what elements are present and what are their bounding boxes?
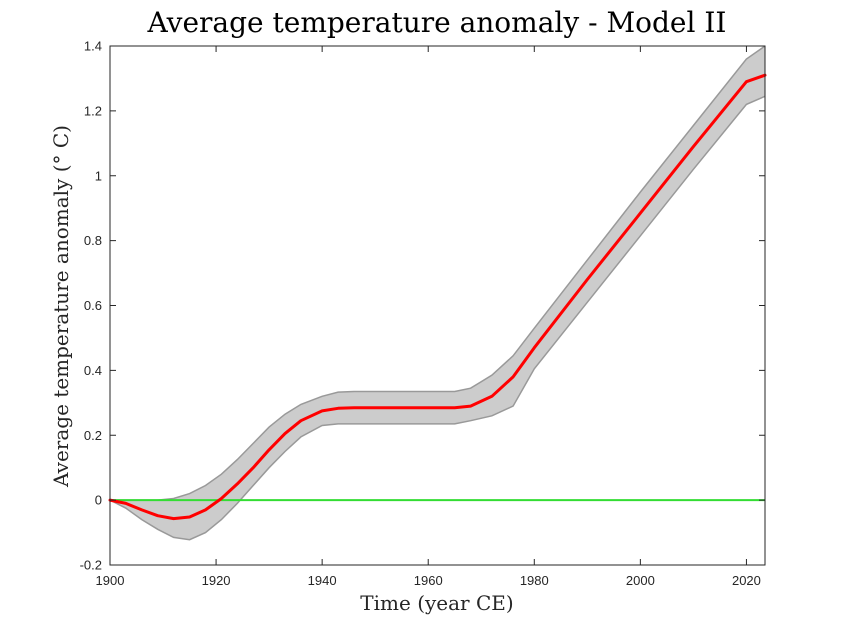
x-tick-label: 2020 [732,573,761,588]
y-tick-label: 0.6 [84,298,102,313]
y-tick-label: 0.2 [84,428,102,443]
x-tick-label: 1900 [96,573,125,588]
x-axis-ticks: 1900 1920 1940 1960 1980 2000 2020 [96,46,761,588]
x-axis-label: Time (year CE) [360,591,513,615]
plot-area [108,45,767,566]
y-tick-label: 1 [95,168,102,183]
chart-title: Average temperature anomaly - Model II [147,6,727,39]
y-tick-label: 1.2 [84,103,102,118]
x-tick-label: 2000 [626,573,655,588]
y-tick-label: 0.4 [84,363,102,378]
confidence-band-lower-edge [109,95,766,541]
x-tick-label: 1960 [414,573,443,588]
confidence-band-upper-edge [110,45,766,501]
mean-anomaly-line [108,73,767,521]
y-axis-label: Average temperature anomaly (° C) [49,125,73,488]
y-tick-label: 0 [95,493,102,508]
x-tick-label: 1920 [202,573,231,588]
y-axis-ticks: -0.2 0 0.2 0.4 0.6 0.8 1 1.2 1.4 [80,39,765,573]
x-tick-label: 1940 [308,573,337,588]
y-tick-label: 0.8 [84,233,102,248]
y-tick-label: -0.2 [80,558,102,573]
x-tick-label: 1980 [520,573,549,588]
y-tick-label: 1.4 [84,39,102,54]
